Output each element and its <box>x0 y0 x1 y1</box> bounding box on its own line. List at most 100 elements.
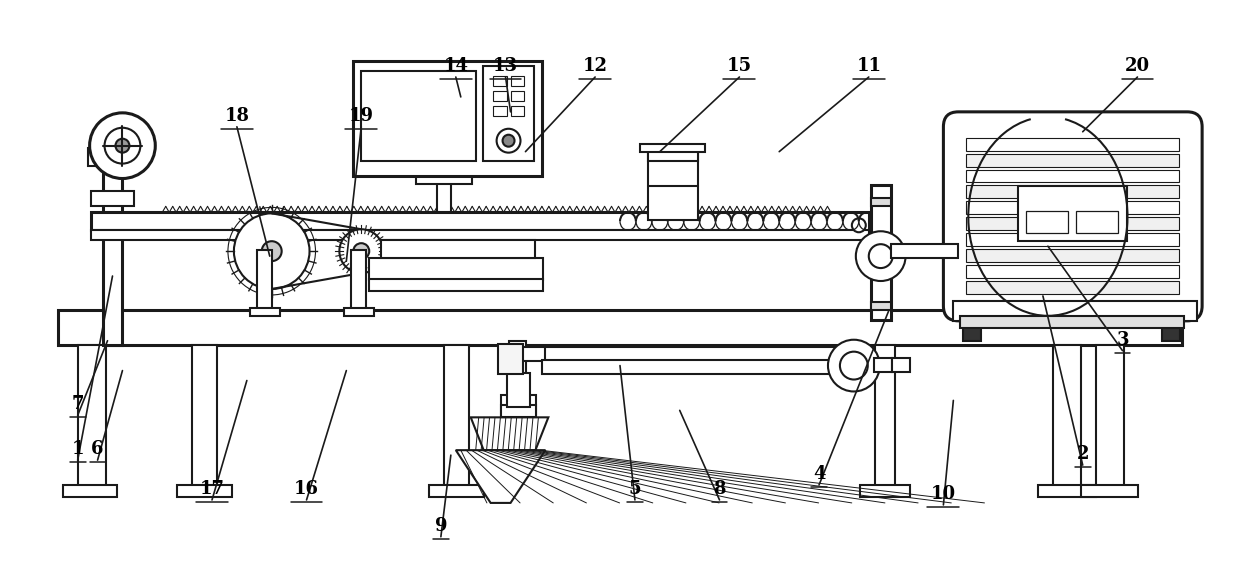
Circle shape <box>496 128 521 153</box>
Bar <box>1053 345 1081 489</box>
Bar <box>370 258 543 280</box>
Circle shape <box>262 241 281 261</box>
Circle shape <box>828 340 879 392</box>
Text: 10: 10 <box>931 485 956 503</box>
Polygon shape <box>456 450 546 503</box>
Bar <box>249 308 280 316</box>
Bar <box>511 347 546 361</box>
Bar <box>870 186 890 320</box>
Bar <box>58 310 1182 345</box>
Bar <box>353 61 542 175</box>
Text: 7: 7 <box>72 396 84 413</box>
Bar <box>345 308 374 316</box>
Circle shape <box>89 113 155 178</box>
Circle shape <box>353 243 370 259</box>
Circle shape <box>104 128 140 164</box>
Bar <box>966 217 1179 230</box>
Text: 20: 20 <box>1125 57 1149 75</box>
Bar <box>1018 186 1127 241</box>
Bar <box>966 281 1179 294</box>
Bar <box>88 148 138 166</box>
Bar <box>966 249 1179 262</box>
Circle shape <box>502 135 515 147</box>
Bar <box>78 345 105 489</box>
Bar <box>1162 319 1180 341</box>
Circle shape <box>340 229 383 273</box>
Bar <box>501 396 537 417</box>
Bar <box>890 244 959 258</box>
Bar <box>91 212 869 230</box>
Bar <box>436 182 451 212</box>
Bar <box>63 485 118 497</box>
Text: 13: 13 <box>494 57 518 75</box>
Bar <box>257 250 272 310</box>
Bar <box>492 106 507 116</box>
Text: 3: 3 <box>1116 331 1128 349</box>
Bar <box>1038 485 1096 497</box>
Text: 18: 18 <box>224 107 249 125</box>
Bar <box>870 302 890 310</box>
Bar <box>966 170 1179 182</box>
Bar <box>415 174 471 185</box>
Bar <box>966 201 1179 215</box>
Bar <box>892 358 910 371</box>
Text: 16: 16 <box>294 480 319 498</box>
Bar <box>91 230 869 240</box>
Text: 12: 12 <box>583 57 608 75</box>
Bar <box>647 151 698 220</box>
Bar <box>870 199 890 207</box>
Bar <box>511 91 525 101</box>
Bar <box>103 161 123 345</box>
Text: 11: 11 <box>857 57 882 75</box>
Bar <box>381 240 536 258</box>
Bar <box>492 91 507 101</box>
Bar <box>954 301 1197 321</box>
Bar <box>351 250 366 310</box>
Polygon shape <box>471 417 548 450</box>
Circle shape <box>234 213 310 289</box>
Bar <box>966 138 1179 151</box>
Bar <box>507 372 531 408</box>
Bar <box>429 485 484 497</box>
Text: 9: 9 <box>435 517 448 535</box>
Text: 4: 4 <box>812 465 826 483</box>
Bar <box>508 341 527 396</box>
Bar <box>874 358 892 371</box>
Text: 6: 6 <box>92 440 104 458</box>
Bar <box>1081 485 1138 497</box>
Text: 2: 2 <box>1076 445 1089 463</box>
Bar <box>444 345 469 489</box>
Bar <box>1096 345 1123 489</box>
Text: 17: 17 <box>200 480 224 498</box>
Bar <box>505 348 517 370</box>
Bar <box>370 279 543 291</box>
Bar <box>640 144 704 152</box>
Bar <box>966 233 1179 246</box>
Text: 5: 5 <box>629 480 641 498</box>
Bar <box>859 485 910 497</box>
Circle shape <box>839 351 868 380</box>
Text: 15: 15 <box>727 57 751 75</box>
Bar <box>497 344 523 374</box>
Circle shape <box>115 139 129 153</box>
Bar <box>966 186 1179 199</box>
Text: 1: 1 <box>72 440 84 458</box>
Bar <box>647 147 698 161</box>
Bar <box>1025 211 1068 233</box>
Bar <box>501 405 537 417</box>
Bar <box>192 345 217 489</box>
Bar <box>542 347 851 361</box>
Circle shape <box>856 231 905 281</box>
Text: 8: 8 <box>713 480 725 498</box>
Bar <box>511 76 525 86</box>
Bar <box>960 316 1184 328</box>
Bar <box>492 76 507 86</box>
Bar <box>177 485 232 497</box>
Bar <box>874 345 894 489</box>
Bar <box>542 359 851 374</box>
Bar <box>91 191 134 207</box>
Bar <box>482 66 534 161</box>
Bar <box>361 71 476 161</box>
Bar <box>966 153 1179 166</box>
Circle shape <box>852 218 866 232</box>
